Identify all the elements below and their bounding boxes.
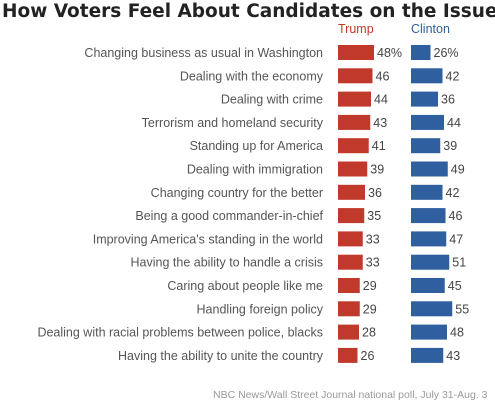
bar-clinton: [411, 278, 445, 293]
value-label-trump: 29: [363, 302, 377, 316]
value-label-clinton: 26%: [434, 46, 459, 60]
value-label-trump: 35: [367, 209, 381, 223]
value-label-clinton: 44: [447, 116, 461, 130]
bar-clinton: [411, 138, 441, 154]
chart-rows: Changing business as usual in Washington…: [37, 45, 469, 363]
bar-trump: [338, 138, 369, 154]
value-label-trump: 26: [361, 349, 375, 363]
value-label-clinton: 55: [455, 302, 469, 316]
bar-clinton: [411, 184, 443, 200]
value-label-trump: 36: [368, 186, 382, 200]
value-label-clinton: 45: [448, 279, 462, 293]
category-label: Dealing with immigration: [187, 163, 323, 177]
category-label: Changing country for the better: [151, 186, 323, 200]
value-label-trump: 39: [370, 163, 384, 177]
value-label-trump: 29: [363, 279, 377, 293]
bar-trump: [338, 254, 363, 270]
bar-trump: [338, 231, 363, 247]
value-label-trump: 28: [362, 326, 376, 340]
bar-clinton: [411, 254, 450, 270]
value-label-trump: 43: [373, 116, 387, 130]
bar-trump: [338, 161, 368, 177]
value-label-clinton: 51: [452, 256, 466, 270]
bar-clinton: [411, 161, 448, 177]
bar-clinton: [411, 231, 447, 247]
legend-clinton: Clinton: [411, 22, 450, 36]
value-label-clinton: 43: [446, 349, 460, 363]
value-label-clinton: 39: [443, 139, 457, 153]
category-label: Being a good commander-in-chief: [135, 209, 323, 223]
category-label: Standing up for America: [190, 139, 323, 153]
bar-clinton: [411, 301, 453, 317]
category-label: Having the ability to handle a crisis: [131, 256, 323, 270]
category-label: Changing business as usual in Washington: [84, 46, 323, 60]
category-label: Caring about people like me: [167, 279, 323, 293]
bar-trump: [338, 45, 374, 60]
value-label-clinton: 36: [441, 93, 455, 107]
category-label: Dealing with crime: [221, 93, 323, 107]
bar-trump: [338, 184, 365, 200]
bar-trump: [338, 91, 371, 107]
value-label-clinton: 47: [449, 232, 463, 246]
legend-trump: Trump: [338, 22, 374, 36]
bar-clinton: [411, 347, 444, 363]
value-label-trump: 33: [366, 232, 380, 246]
value-label-clinton: 42: [446, 186, 460, 200]
value-label-clinton: 49: [451, 163, 465, 177]
bar-clinton: [411, 324, 447, 340]
bar-trump: [338, 301, 360, 317]
bar-clinton: [411, 68, 443, 84]
bar-trump: [338, 68, 373, 84]
category-label: Improving America's standing in the worl…: [93, 232, 323, 246]
category-label: Dealing with the economy: [180, 69, 324, 83]
value-label-trump: 41: [372, 139, 386, 153]
value-label-clinton: 42: [446, 69, 460, 83]
bar-trump: [338, 347, 358, 363]
bar-trump: [338, 114, 371, 130]
bar-trump: [338, 278, 360, 293]
value-label-trump: 46: [376, 69, 390, 83]
value-label-clinton: 48: [450, 326, 464, 340]
value-label-trump: 44: [374, 93, 388, 107]
bar-trump: [338, 208, 365, 224]
value-label-trump: 33: [366, 256, 380, 270]
value-label-trump: 48%: [377, 46, 402, 60]
category-label: Having the ability to unite the country: [118, 349, 324, 363]
bar-trump: [338, 324, 359, 340]
category-label: Terrorism and homeland security: [142, 116, 324, 130]
bar-clinton: [411, 208, 446, 224]
value-label-clinton: 46: [449, 209, 463, 223]
chart-title: How Voters Feel About Candidates on the …: [2, 1, 495, 22]
bar-clinton: [411, 114, 444, 130]
category-label: Handling foreign policy: [197, 302, 324, 316]
source-note: NBC News/Wall Street Journal national po…: [213, 389, 488, 400]
bar-clinton: [411, 45, 431, 60]
bar-clinton: [411, 91, 438, 107]
category-label: Dealing with racial problems between pol…: [37, 326, 323, 340]
